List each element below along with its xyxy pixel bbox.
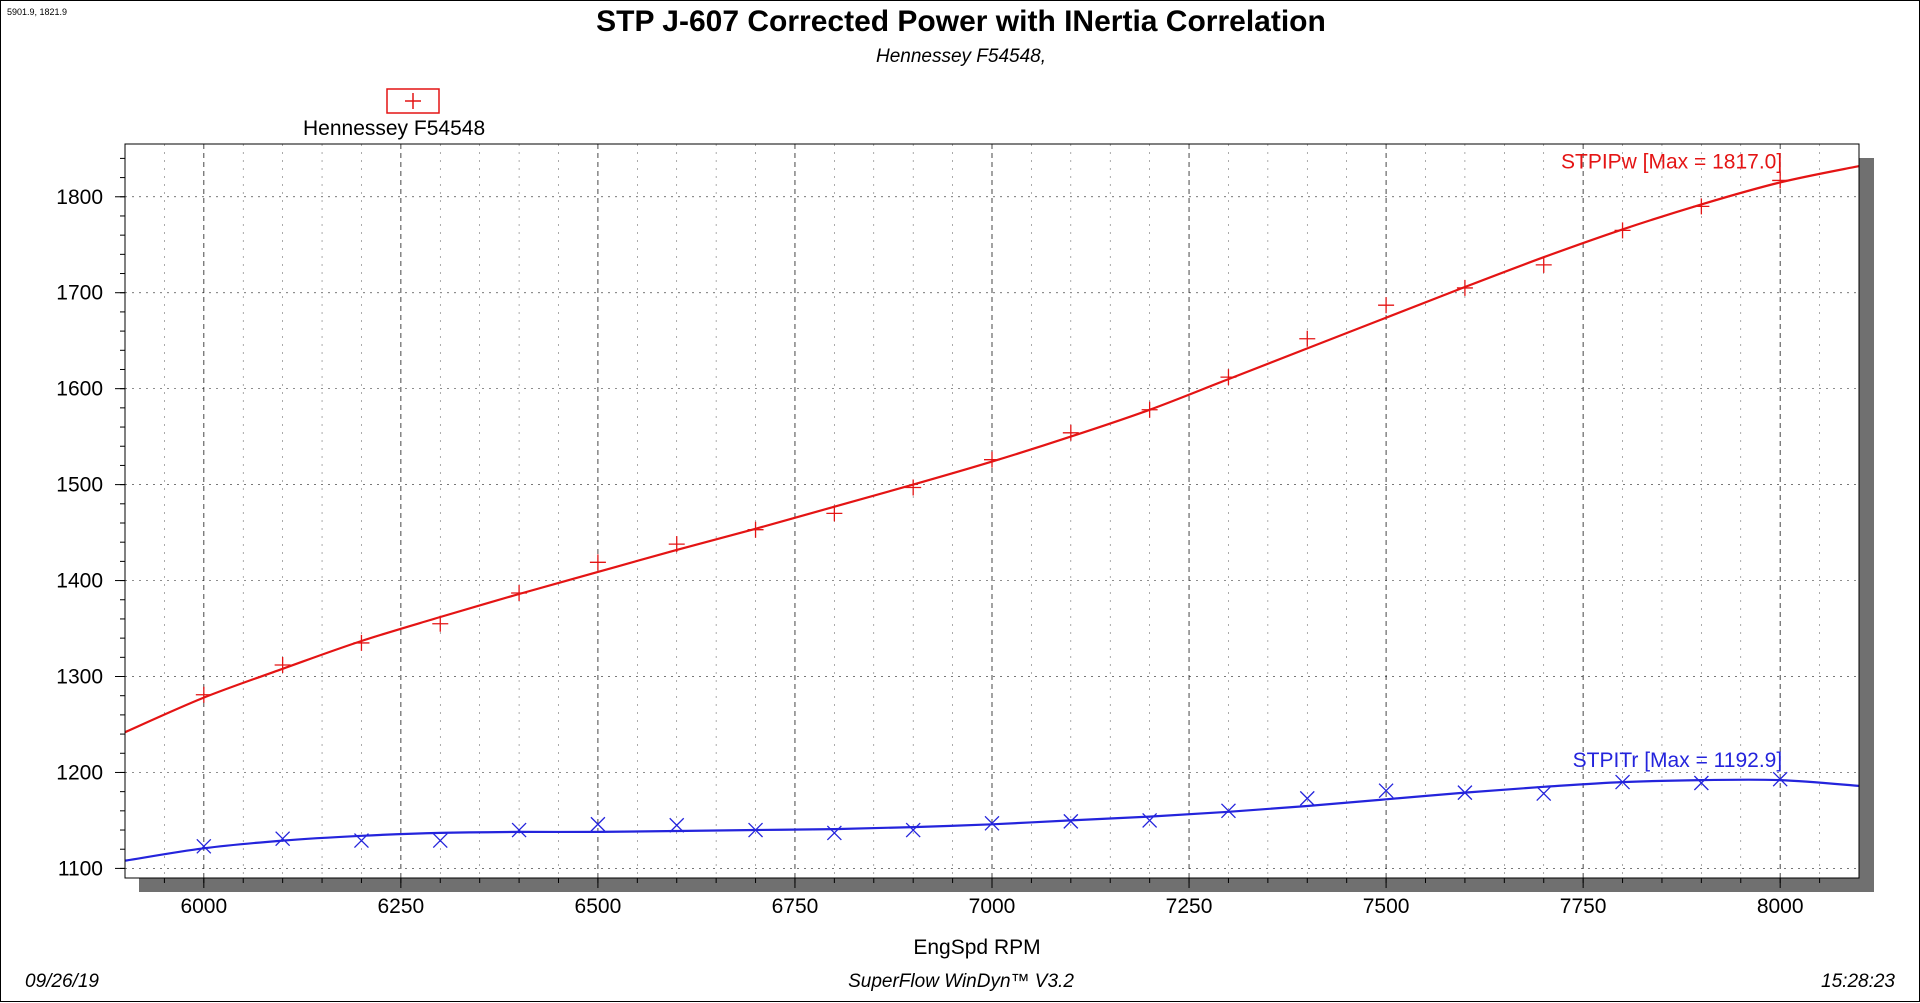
- axis-labels: 6000 6250 6500 6750 7000 7250 7500 7750 8000 1100…: [56, 150, 1803, 918]
- x-tick-label: 7500: [1363, 895, 1410, 918]
- plot-border: [124, 143, 1860, 879]
- data-point-STPIPw: [1378, 297, 1395, 314]
- axis-ticks: [115, 157, 1821, 888]
- data-point-STPITr: [511, 822, 527, 838]
- data-point-STPITr: [1299, 790, 1315, 806]
- x-axis-title: EngSpd RPM: [913, 936, 1040, 959]
- x-tick-label: 8000: [1757, 895, 1804, 918]
- data-point-STPIPw: [1062, 424, 1079, 441]
- data-point-STPIPw: [589, 554, 606, 571]
- data-point-STPIPw: [1693, 198, 1710, 215]
- series-layer: [124, 165, 1860, 862]
- series-STPITr: [124, 771, 1860, 862]
- y-tick-label: 1200: [56, 761, 103, 784]
- chart-subtitle: Hennessey F54548,: [875, 46, 1047, 67]
- y-tick-label: 1600: [56, 378, 103, 401]
- data-point-STPITr: [826, 825, 842, 841]
- data-point-STPITr: [1378, 783, 1394, 799]
- data-point-STPITr: [905, 822, 921, 838]
- data-point-STPIPw: [274, 656, 291, 673]
- data-point-STPIPw: [511, 585, 528, 602]
- plot-shadow-right: [1859, 158, 1874, 892]
- data-point-STPIPw: [1141, 401, 1158, 418]
- y-tick-label: 1400: [56, 570, 103, 593]
- data-point-STPITr: [1142, 812, 1158, 828]
- y-tick-label: 1500: [56, 474, 103, 497]
- series-line-STPITr: [124, 778, 1860, 862]
- data-point-STPIPw: [1614, 222, 1631, 239]
- legend-marker-plus-icon: [405, 93, 421, 109]
- data-point-STPITr: [1457, 785, 1473, 801]
- x-tick-label: 6250: [378, 895, 425, 918]
- data-point-STPITr: [196, 838, 212, 854]
- plot-shadow-bottom: [139, 878, 1874, 892]
- data-point-STPIPw: [1220, 369, 1237, 386]
- data-point-STPIPw: [984, 451, 1000, 468]
- y-tick-label: 1800: [56, 186, 103, 209]
- plot-area: [124, 143, 1860, 879]
- y-tick-label: 1100: [58, 857, 103, 880]
- data-point-STPITr: [1536, 786, 1552, 802]
- data-point-STPITr: [984, 815, 1000, 831]
- data-point-STPIPw: [826, 505, 843, 522]
- legend-label: Hennessey F54548: [303, 117, 485, 140]
- x-tick-label: 6000: [180, 895, 227, 918]
- chart-title: STP J-607 Corrected Power with INertia C…: [596, 5, 1326, 38]
- data-point-STPIPw: [905, 479, 922, 496]
- data-point-STPITr: [590, 816, 606, 832]
- legend: Hennessey F54548: [303, 88, 485, 140]
- data-point-STPITr: [1772, 771, 1788, 787]
- data-point-STPITr: [1615, 774, 1631, 790]
- series-STPIPw: [124, 165, 1860, 734]
- cursor-coordinates: 5901.9, 1821.9: [7, 7, 68, 17]
- footer-time: 15:28:23: [1821, 971, 1895, 992]
- y-tick-label: 1700: [56, 282, 103, 305]
- data-point-STPITr: [432, 833, 448, 849]
- x-tick-label: 7000: [969, 895, 1016, 918]
- data-point-STPITr: [275, 831, 291, 847]
- data-point-STPIPw: [747, 521, 764, 538]
- data-point-STPITr: [1063, 813, 1079, 829]
- data-point-STPIPw: [1772, 172, 1789, 189]
- data-point-STPITr: [669, 817, 685, 833]
- data-point-STPIPw: [668, 536, 685, 553]
- data-point-STPITr: [748, 822, 764, 838]
- data-point-STPIPw: [1299, 330, 1316, 347]
- data-point-STPIPw: [1535, 256, 1552, 273]
- data-point-STPIPw: [1456, 279, 1473, 296]
- x-tick-label: 6500: [575, 895, 622, 918]
- data-point-STPIPw: [432, 615, 449, 632]
- x-tick-label: 7750: [1560, 895, 1607, 918]
- data-point-STPIPw: [195, 686, 212, 703]
- y-tick-label: 1300: [56, 666, 103, 689]
- x-tick-label: 6750: [772, 895, 819, 918]
- data-point-STPITr: [1693, 775, 1709, 791]
- data-point-STPITr: [353, 833, 369, 849]
- data-point-STPIPw: [353, 634, 370, 651]
- data-point-STPITr: [1220, 803, 1236, 819]
- series-label-STPIPw: STPIPw [Max = 1817.0]: [1561, 150, 1782, 173]
- x-tick-label: 7250: [1166, 895, 1213, 918]
- footer-date: 09/26/19: [25, 971, 99, 992]
- series-label-STPITr: STPITr [Max = 1192.9]: [1573, 749, 1783, 772]
- footer-software: SuperFlow WinDyn™ V3.2: [848, 971, 1074, 992]
